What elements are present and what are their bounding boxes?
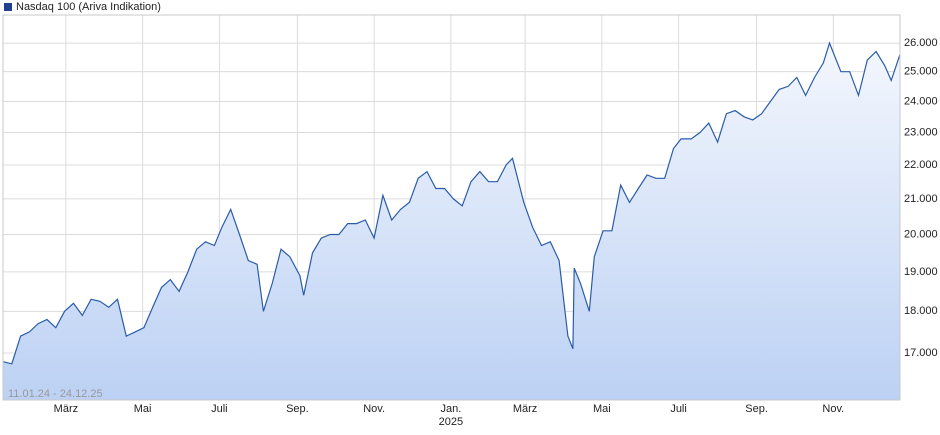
y-tick-label: 21.000	[904, 193, 938, 205]
y-tick-label: 20.000	[904, 228, 938, 240]
legend-label: Nasdaq 100 (Ariva Indikation)	[16, 1, 161, 13]
x-tick-label: Mai	[593, 403, 611, 415]
x-tick-label: Mai	[134, 403, 152, 415]
y-tick-label: 17.000	[904, 347, 938, 359]
area-fill	[3, 43, 900, 400]
y-tick-label: 18.000	[904, 305, 938, 317]
y-tick-label: 22.000	[904, 159, 938, 171]
x-tick-label: März	[513, 403, 537, 415]
y-tick-label: 26.000	[904, 37, 938, 49]
x-tick-label: Juli	[670, 403, 687, 415]
x-tick-label: Jan.	[440, 403, 461, 415]
y-tick-label: 19.000	[904, 266, 938, 278]
x-tick-label: Juli	[211, 403, 228, 415]
x-tick-label: Nov.	[363, 403, 385, 415]
y-tick-label: 25.000	[904, 66, 938, 78]
plot	[2, 41, 901, 400]
x-tick-label: Nov.	[822, 403, 844, 415]
y-tick-label: 24.000	[904, 95, 938, 107]
legend-swatch	[4, 3, 12, 11]
x-tick-label: März	[54, 403, 78, 415]
price-line	[2, 41, 901, 365]
x-tick-label: Sep.	[745, 403, 768, 415]
y-tick-label: 23.000	[904, 126, 938, 138]
x-tick-sublabel: 2025	[439, 416, 463, 428]
plot-frame	[2, 14, 901, 401]
x-tick-label: Sep.	[286, 403, 309, 415]
range-label: 11.01.24 - 24.12.25	[8, 388, 103, 400]
